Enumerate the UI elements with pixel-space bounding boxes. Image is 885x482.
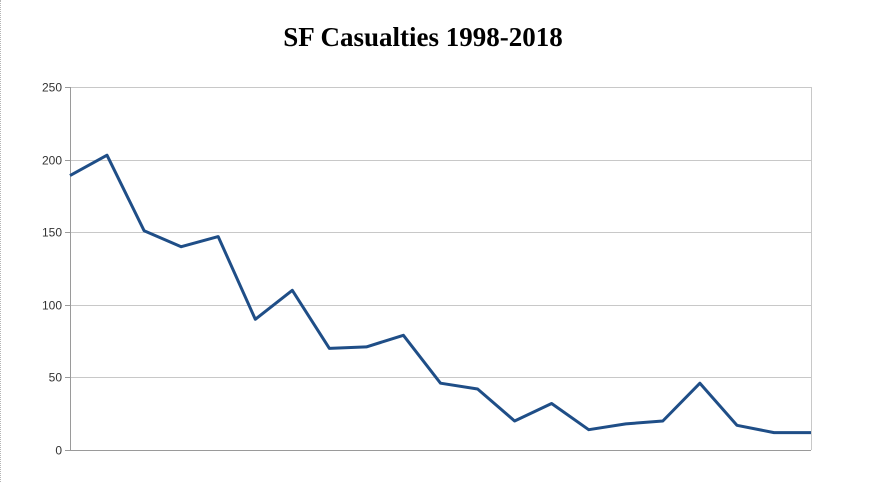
data-point-2008: [439, 382, 442, 385]
y-tick-label-50: 50: [49, 371, 63, 385]
y-tick-labels: 0 50 100 150 200 250: [42, 81, 62, 458]
data-point-2003: [254, 318, 257, 321]
chart-title: SF Casualties 1998-2018: [283, 22, 563, 52]
series-line-0: [69, 153, 811, 435]
series-group: [69, 153, 813, 435]
data-point-1998: [69, 174, 72, 177]
data-point-2016: [735, 424, 738, 427]
data-point-2017: [773, 431, 776, 434]
data-point-2014: [661, 420, 664, 423]
data-point-2004: [291, 289, 294, 292]
data-point-2002: [217, 235, 220, 238]
left-border-dots: [0, 0, 3, 482]
y-tick-label-0: 0: [55, 444, 62, 458]
y-tick-label-100: 100: [42, 299, 62, 313]
data-point-2005: [328, 347, 331, 350]
y-tick-label-250: 250: [42, 81, 62, 95]
y-tick-label-150: 150: [42, 226, 62, 240]
data-point-2006: [365, 345, 368, 348]
data-point-2000: [143, 229, 146, 232]
data-point-2012: [587, 428, 590, 431]
axes: [65, 87, 812, 451]
data-point-2010: [513, 420, 516, 423]
data-point-2015: [698, 382, 701, 385]
data-point-1999: [106, 154, 109, 157]
data-point-2013: [624, 422, 627, 425]
data-point-2018: [810, 431, 813, 434]
data-point-2009: [476, 388, 479, 391]
gridlines: [70, 87, 811, 378]
y-tick-label-200: 200: [42, 154, 62, 168]
data-point-2011: [550, 402, 553, 405]
data-point-2007: [402, 334, 405, 337]
data-point-2001: [180, 245, 183, 248]
